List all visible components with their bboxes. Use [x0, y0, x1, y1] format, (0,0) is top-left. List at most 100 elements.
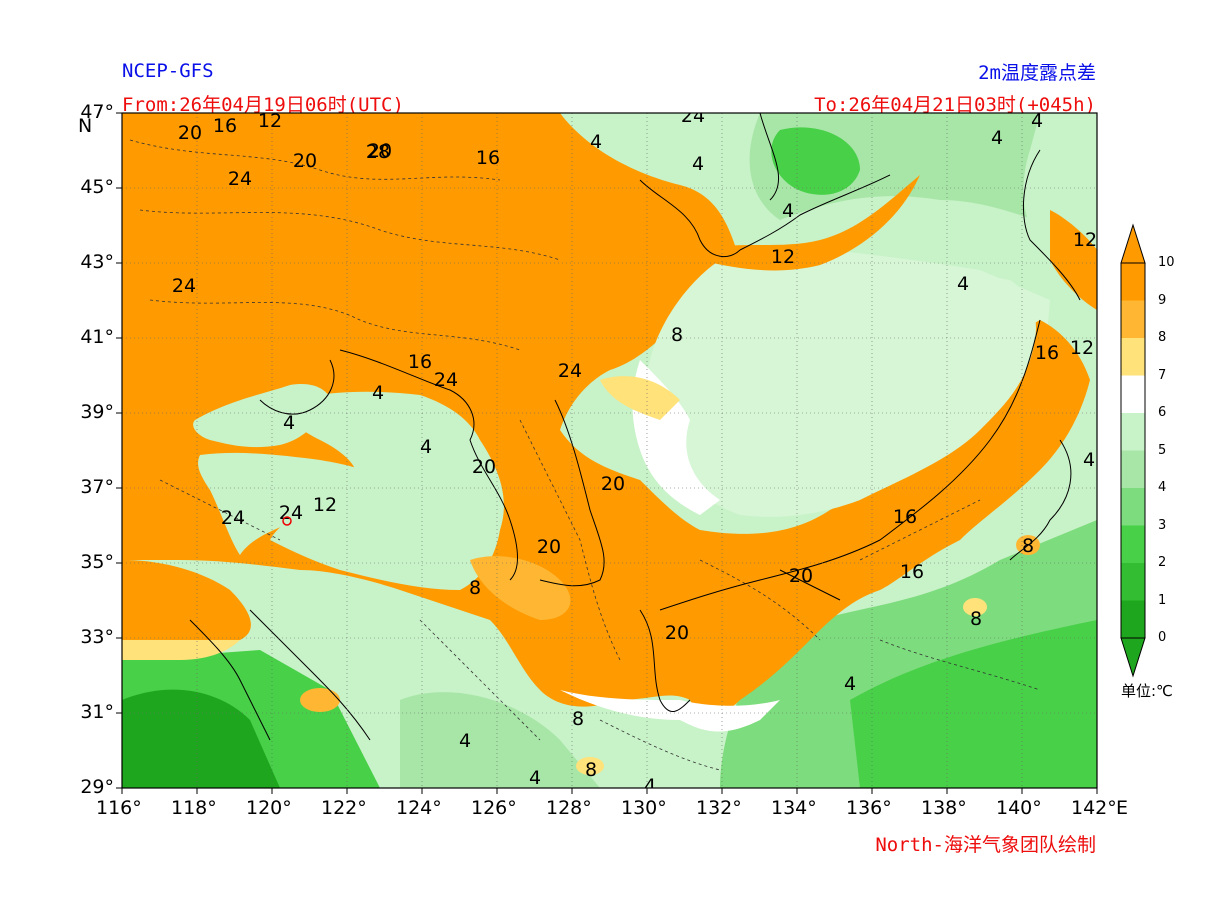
contour-label: 20	[789, 565, 813, 587]
contour-label: 4	[590, 131, 602, 153]
lat-label: 35°	[80, 551, 114, 573]
contour-label: 16	[408, 351, 432, 373]
colorbar-tick-label: 6	[1158, 405, 1167, 420]
colorbar-swatch	[1121, 563, 1145, 601]
contour-label: 4	[420, 436, 432, 458]
contour-label: 16	[893, 506, 917, 528]
colorbar-tick-label: 2	[1158, 555, 1167, 570]
contour-label: 24	[681, 105, 705, 127]
contour-label: 4	[957, 273, 969, 295]
lon-label: 138°	[921, 797, 967, 819]
lat-label: 33°	[80, 626, 114, 648]
colorbar-tick-label: 4	[1158, 480, 1167, 495]
contour-label: 20	[665, 622, 689, 644]
colorbar-swatch	[1121, 338, 1145, 376]
colorbar-tick-label: 0	[1158, 630, 1167, 645]
lon-label: 142°	[1071, 797, 1117, 819]
colorbar-tick-label: 5	[1158, 442, 1167, 458]
city-marker	[282, 516, 292, 526]
contour-label: 20	[537, 536, 561, 558]
lon-label: 118°	[171, 797, 217, 819]
colorbar-tick-label: 3	[1158, 517, 1167, 533]
contour-label: 16	[213, 115, 237, 137]
contour-label: 20	[178, 122, 202, 144]
contour-label: 20	[601, 473, 625, 495]
contour-label: 8	[671, 324, 683, 346]
contour-label: 24	[279, 502, 303, 524]
lon-label: 134°	[771, 797, 817, 819]
lat-label: 31°	[80, 701, 114, 723]
contour-label: 16	[900, 561, 924, 583]
contour-label: 20	[472, 456, 496, 478]
contour-label: 4	[692, 153, 704, 175]
contour-label: 8	[585, 759, 597, 781]
lon-label: 126°	[471, 797, 517, 819]
lat-label: 45°	[80, 176, 114, 198]
contour-label: 24	[172, 275, 196, 297]
colorbar-swatch	[1121, 263, 1145, 301]
contour-label: 4	[1031, 110, 1043, 132]
contour-label: 20	[368, 140, 392, 162]
contour-label: 16	[1035, 342, 1059, 364]
lat-label: 37°	[80, 476, 114, 498]
lon-label: 120°	[246, 797, 292, 819]
contour-label: 12	[771, 246, 795, 268]
contour-label: 12	[258, 110, 282, 132]
contour-label: 24	[558, 360, 582, 382]
lon-label: 122°	[321, 797, 367, 819]
lat-unit: N	[78, 115, 93, 137]
variable-title: 2m温度露点差	[978, 62, 1096, 84]
contour-label: 4	[991, 127, 1003, 149]
lon-label: 132°	[696, 797, 742, 819]
lon-label: 140°	[996, 797, 1042, 819]
contour-label: 16	[476, 147, 500, 169]
colorbar-swatch	[1121, 525, 1145, 563]
colorbar-swatch	[1121, 413, 1145, 451]
lon-label: 136°	[846, 797, 892, 819]
lon-label: 130°	[621, 797, 667, 819]
contour-label: 24	[434, 369, 458, 391]
contour-label: 4	[1083, 449, 1095, 471]
to-time: To:26年04月21日03时(+045h)	[814, 94, 1096, 116]
lat-label: 41°	[80, 326, 114, 348]
contour-label: 4	[644, 775, 656, 797]
credit-text: North-海洋气象团队绘制	[875, 834, 1096, 856]
contour-label: 28	[366, 141, 390, 163]
colorbar-swatch	[1121, 450, 1145, 488]
colorbar-swatch	[1121, 375, 1145, 413]
colorbar-max-arrow	[1120, 223, 1146, 264]
contour-label: 4	[529, 767, 541, 789]
lat-label: 47°	[80, 101, 114, 123]
contour-label: 4	[459, 730, 471, 752]
contour-label: 12	[1070, 337, 1094, 359]
model-title: NCEP-GFS	[122, 60, 214, 82]
lon-unit: E	[1116, 797, 1129, 819]
colorbar	[1120, 223, 1146, 678]
lon-label: 124°	[396, 797, 442, 819]
colorbar-min-arrow	[1120, 637, 1146, 678]
colorbar-swatch	[1121, 600, 1145, 638]
lat-label: 39°	[80, 401, 114, 423]
contour-label: 12	[313, 494, 337, 516]
contour-label: 8	[469, 577, 481, 599]
contour-label: 24	[228, 168, 252, 190]
lat-label: 43°	[80, 251, 114, 273]
lat-label: 29°	[80, 776, 114, 798]
contour-label: 20	[293, 150, 317, 172]
lon-label: 128°	[546, 797, 592, 819]
contour-label: 12	[1073, 229, 1097, 251]
from-time: From:26年04月19日06时(UTC)	[122, 94, 404, 116]
colorbar-tick-label: 9	[1158, 292, 1167, 308]
colorbar-tick-label: 7	[1158, 367, 1167, 383]
contour-label: 4	[844, 673, 856, 695]
colorbar-tick-label: 8	[1158, 330, 1167, 345]
contour-label: 8	[1022, 535, 1034, 557]
colorbar-tick-label: 10	[1158, 255, 1175, 270]
contour-label: 24	[221, 507, 245, 529]
contour-label: 4	[372, 382, 384, 404]
contour-label: 8	[970, 608, 982, 630]
colorbar-swatch	[1121, 300, 1145, 338]
contour-label: 4	[283, 412, 295, 434]
